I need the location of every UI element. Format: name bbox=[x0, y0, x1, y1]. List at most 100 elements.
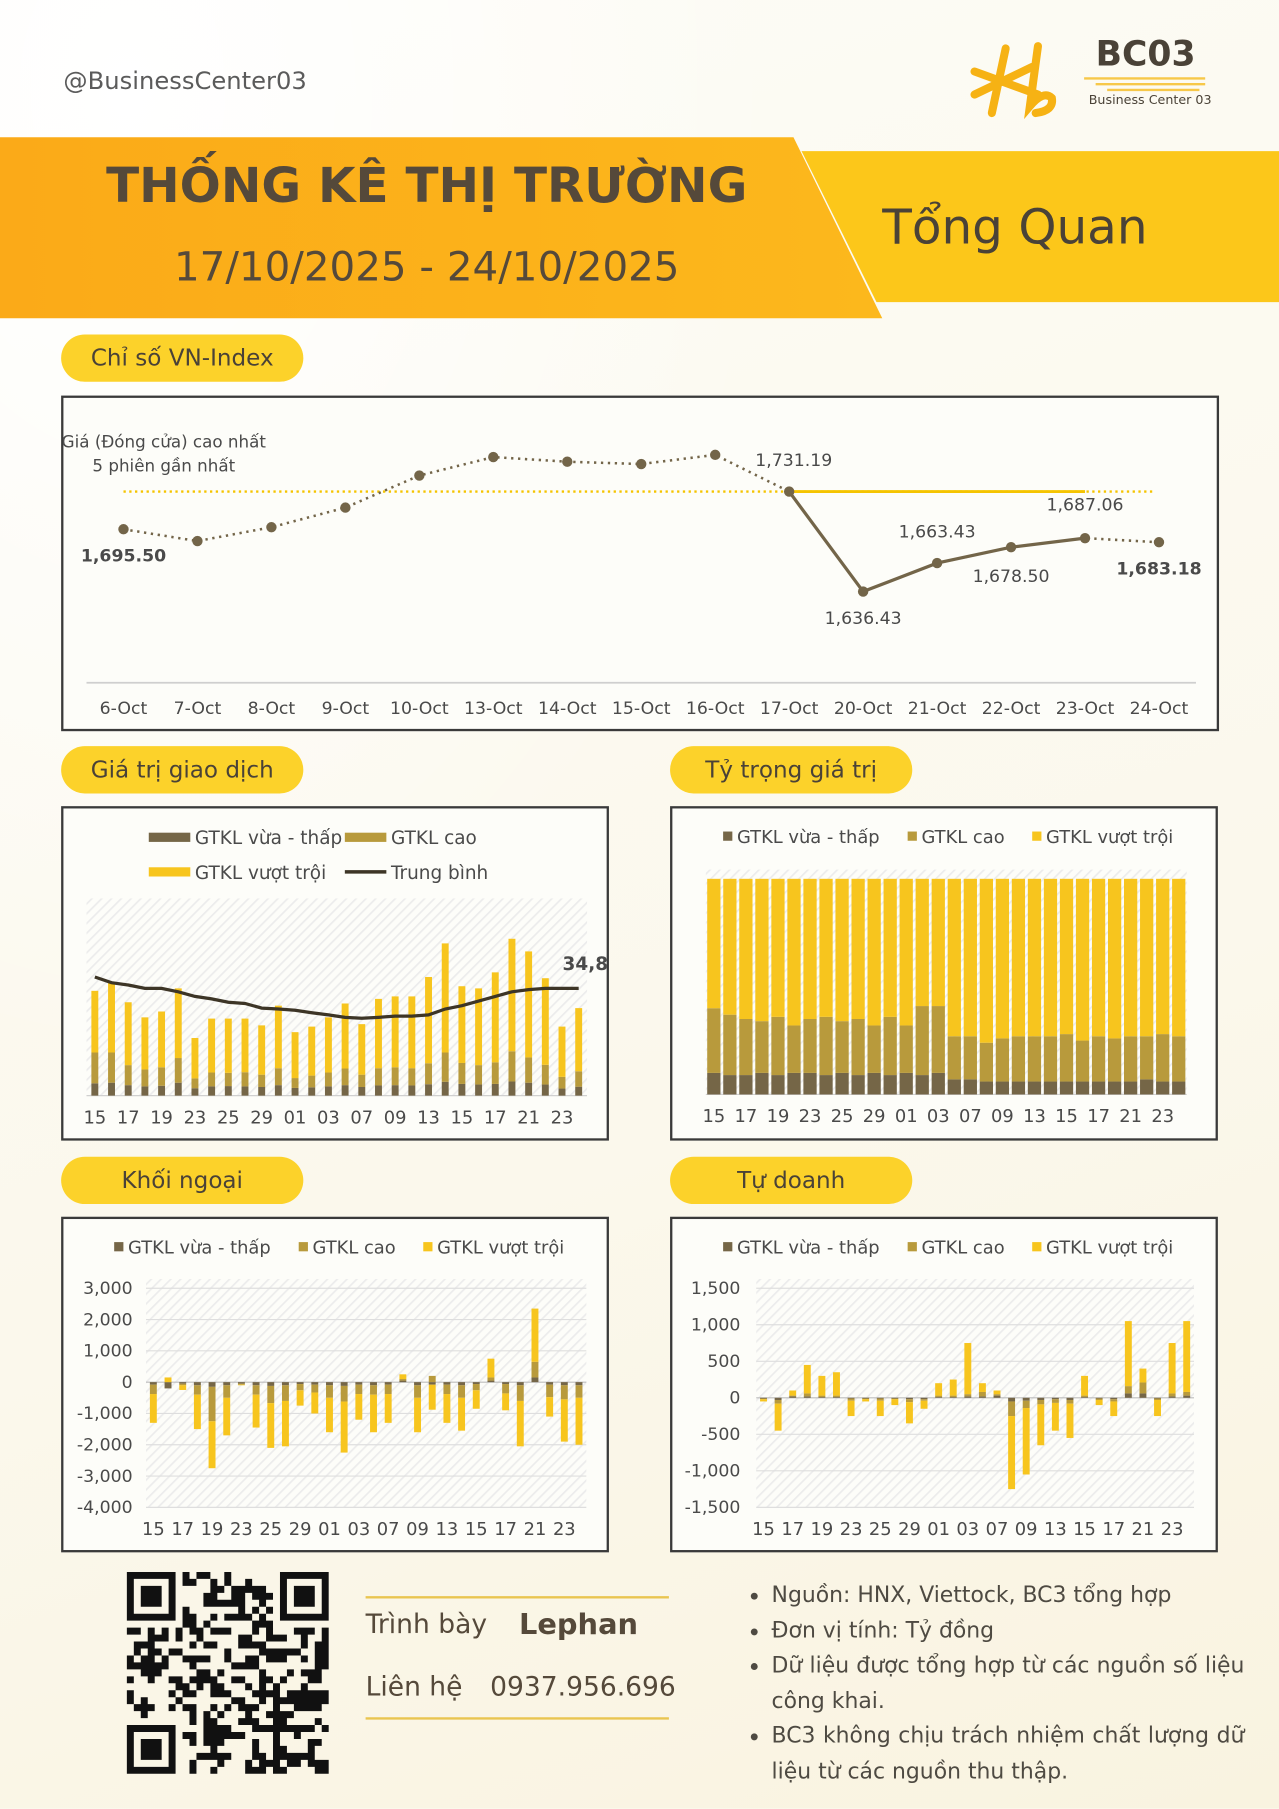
bar bbox=[1066, 1403, 1074, 1438]
bar bbox=[771, 878, 785, 1017]
bar bbox=[1075, 1040, 1090, 1082]
bar bbox=[158, 1067, 166, 1086]
x-tick-label: 17 bbox=[1087, 1106, 1110, 1127]
x-tick-label: 15 bbox=[465, 1519, 488, 1540]
x-tick-label: 17 bbox=[117, 1107, 140, 1128]
bar bbox=[819, 878, 833, 1017]
bar bbox=[995, 1038, 1010, 1082]
bar bbox=[760, 1397, 767, 1399]
bar bbox=[252, 1394, 260, 1428]
bar bbox=[964, 1396, 972, 1398]
marker bbox=[118, 524, 129, 535]
bar bbox=[487, 1358, 495, 1378]
bar bbox=[491, 1083, 499, 1096]
title-banner bbox=[0, 137, 883, 319]
bar bbox=[1124, 878, 1138, 1037]
bar bbox=[862, 1399, 870, 1402]
bar bbox=[558, 1088, 566, 1096]
y-tick-label: -2,000 bbox=[77, 1436, 133, 1456]
bar bbox=[755, 1072, 769, 1095]
handle: @BusinessCenter03 bbox=[63, 66, 307, 95]
bar bbox=[1095, 1397, 1103, 1399]
bar bbox=[355, 1384, 363, 1395]
notes: Nguồn: HNX, Viettock, BC3 tổng hợp Đơn v… bbox=[744, 1578, 1245, 1789]
bar bbox=[296, 1382, 304, 1385]
bar bbox=[760, 1399, 767, 1402]
bar bbox=[208, 1018, 216, 1073]
bar bbox=[789, 1395, 797, 1397]
bar bbox=[883, 878, 897, 1017]
bar bbox=[208, 1086, 216, 1096]
bar bbox=[508, 1081, 516, 1096]
bar bbox=[358, 1087, 366, 1096]
bar bbox=[803, 1364, 811, 1394]
note: BC3 không chịu trách nhiệm chất lượng dữ… bbox=[772, 1718, 1245, 1788]
bar bbox=[281, 1385, 289, 1401]
bar bbox=[237, 1382, 245, 1384]
bar bbox=[1066, 1397, 1074, 1400]
bar bbox=[1008, 1401, 1016, 1417]
bar bbox=[375, 1068, 382, 1086]
x-tick-label: 17-Oct bbox=[760, 699, 819, 719]
y-tick-label: -1,000 bbox=[77, 1404, 133, 1424]
chart: 15 17 19 23 25 29 01 03 07 09 13 15 17 21 23 34,811 GTKL… bbox=[83, 828, 633, 1128]
x-tick-label: 29 bbox=[250, 1107, 273, 1128]
x-tick-label: 03 bbox=[927, 1106, 950, 1127]
legend-marker bbox=[298, 1242, 308, 1252]
bar bbox=[441, 943, 449, 1053]
main-title: THỐNG KÊ THỊ TRƯỜNG bbox=[106, 156, 748, 214]
bar bbox=[546, 1382, 554, 1385]
bar bbox=[391, 1067, 399, 1086]
bar bbox=[1022, 1397, 1030, 1401]
marker bbox=[1005, 541, 1017, 553]
bar bbox=[1059, 878, 1074, 1035]
bar bbox=[787, 1072, 801, 1095]
bar bbox=[835, 1072, 849, 1095]
bar bbox=[891, 1398, 899, 1400]
bar bbox=[1107, 1038, 1122, 1082]
right-band bbox=[801, 151, 1279, 303]
chart-frame: 15 17 19 23 25 29 01 03 07 09 13 15 17 21 23 34,811 GTKL… bbox=[61, 806, 634, 1141]
bar bbox=[208, 1421, 216, 1469]
bar bbox=[1022, 1400, 1030, 1409]
bar bbox=[899, 1025, 913, 1073]
bar bbox=[179, 1385, 187, 1390]
bar bbox=[1066, 1399, 1074, 1404]
bar bbox=[164, 1377, 172, 1383]
bar bbox=[774, 1397, 782, 1400]
bar bbox=[771, 1016, 785, 1076]
bar bbox=[1027, 878, 1042, 1037]
bar bbox=[847, 1400, 855, 1417]
bar bbox=[370, 1382, 377, 1386]
presenter-label: Trình bày bbox=[365, 1610, 488, 1640]
x-tick-label: 23 bbox=[230, 1519, 253, 1540]
bar bbox=[502, 1384, 510, 1394]
bar bbox=[1075, 878, 1090, 1041]
bar bbox=[851, 1075, 865, 1095]
section-label: Khối ngoại bbox=[61, 1156, 304, 1205]
bar bbox=[1011, 1036, 1026, 1082]
marker bbox=[636, 458, 647, 470]
bar bbox=[1172, 1081, 1186, 1095]
bar bbox=[308, 1075, 316, 1088]
marker bbox=[857, 586, 869, 597]
x-tick-label: 07 bbox=[959, 1106, 982, 1127]
bar bbox=[803, 1018, 817, 1073]
bar bbox=[876, 1397, 884, 1399]
x-tick-label: 01 bbox=[927, 1519, 950, 1540]
x-tick-label: 7-Oct bbox=[174, 699, 222, 719]
bar bbox=[252, 1385, 260, 1395]
bar bbox=[108, 981, 115, 1053]
bar bbox=[931, 1006, 945, 1073]
bar bbox=[575, 1385, 583, 1398]
bar bbox=[979, 1042, 993, 1082]
x-tick-label: 09 bbox=[991, 1106, 1014, 1127]
bar bbox=[502, 1393, 510, 1411]
bar bbox=[1107, 1081, 1122, 1095]
bar bbox=[191, 1038, 199, 1079]
bar bbox=[1027, 1081, 1042, 1095]
bar bbox=[308, 1026, 316, 1076]
bar bbox=[993, 1390, 1001, 1395]
